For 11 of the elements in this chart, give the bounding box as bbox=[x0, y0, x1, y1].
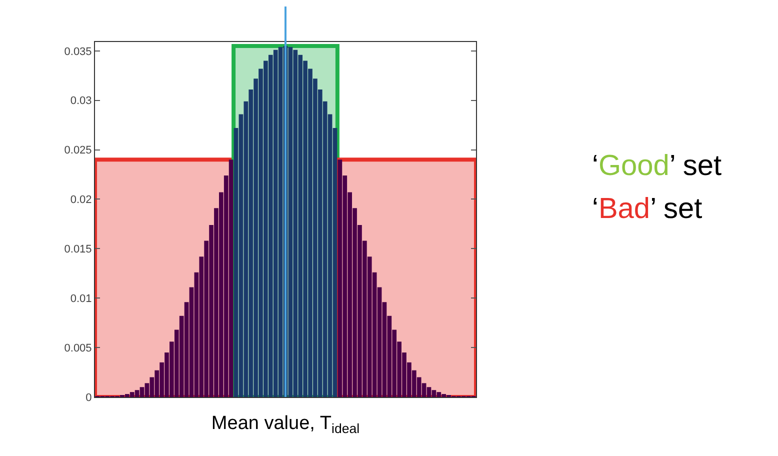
y-tick-label: 0.035 bbox=[64, 46, 92, 58]
y-tick-label: 0 bbox=[86, 392, 92, 404]
y-tick-label: 0.02 bbox=[70, 194, 92, 206]
text: ‘Good’ set bbox=[592, 150, 722, 182]
x-axis-title: Mean value, T$_{ideal}$ bbox=[211, 412, 360, 436]
y-tick-label: 0.015 bbox=[64, 244, 92, 256]
y-tick-label: 0.01 bbox=[70, 292, 92, 305]
y-tick-label: 0.025 bbox=[64, 144, 92, 157]
text: ‘Bad’ set bbox=[592, 193, 702, 225]
y-tick-label: 0.005 bbox=[64, 342, 92, 354]
y-tick-label: 0.03 bbox=[70, 95, 92, 108]
